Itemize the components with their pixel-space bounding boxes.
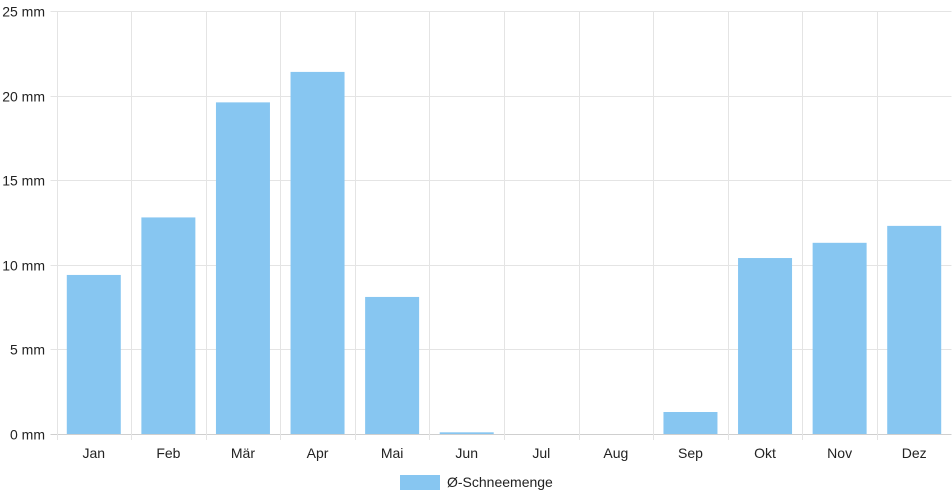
- x-tick-label: Nov: [827, 445, 852, 461]
- bar-mai[interactable]: [365, 296, 420, 434]
- x-tick-label: Jan: [83, 445, 106, 461]
- legend-label[interactable]: Ø-Schneemenge: [447, 474, 553, 490]
- x-tick-label: Sep: [678, 445, 703, 461]
- x-tick-label: Apr: [307, 445, 329, 461]
- x-tick-label: Dez: [902, 445, 927, 461]
- y-tick-label: 5 mm: [10, 342, 45, 358]
- x-tick-label: Feb: [156, 445, 180, 461]
- y-tick-label: 15 mm: [2, 173, 45, 189]
- y-tick-label: 0 mm: [10, 427, 45, 443]
- y-tick-label: 25 mm: [2, 4, 45, 20]
- x-tick-label: Jul: [532, 445, 550, 461]
- y-tick-label: 10 mm: [2, 258, 45, 274]
- bar-okt[interactable]: [738, 258, 793, 434]
- bar-apr[interactable]: [290, 71, 345, 435]
- bar-mär[interactable]: [215, 102, 270, 435]
- x-tick-label: Mai: [381, 445, 404, 461]
- bar-jun[interactable]: [439, 432, 494, 434]
- legend-swatch[interactable]: [400, 475, 440, 490]
- x-tick-label: Jun: [455, 445, 478, 461]
- y-tick-label: 20 mm: [2, 89, 45, 105]
- bar-dez[interactable]: [887, 225, 942, 434]
- bar-feb[interactable]: [141, 217, 196, 434]
- x-tick-label: Aug: [603, 445, 628, 461]
- legend[interactable]: Ø-Schneemenge: [400, 474, 553, 490]
- bars-group: [66, 71, 942, 435]
- x-tick-label: Okt: [754, 445, 776, 461]
- bar-nov[interactable]: [812, 242, 867, 434]
- grid-lines: [50, 11, 952, 440]
- bar-jan[interactable]: [66, 274, 121, 434]
- bar-sep[interactable]: [663, 412, 718, 434]
- y-tick-labels: 0 mm 5 mm 10 mm 15 mm 20 mm 25 mm: [2, 4, 45, 443]
- x-tick-labels: Jan Feb Mär Apr Mai Jun Jul Aug Sep Okt Nov Dez: [83, 445, 927, 461]
- x-tick-label: Mär: [231, 445, 255, 461]
